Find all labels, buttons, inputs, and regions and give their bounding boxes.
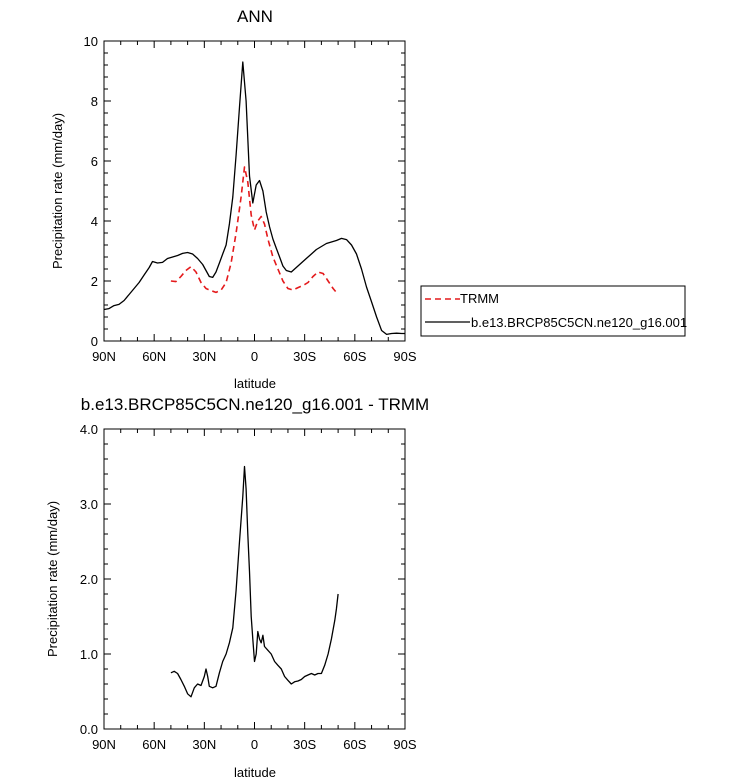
- legend-entry-trmm: TRMM: [460, 291, 499, 306]
- x-tick-label: 60N: [142, 349, 166, 364]
- y-tick-label: 2.0: [80, 572, 98, 587]
- y-tick-label: 6: [91, 154, 98, 169]
- y-tick-label: 0: [91, 334, 98, 349]
- y-tick-label: 1.0: [80, 647, 98, 662]
- y-tick-label: 8: [91, 94, 98, 109]
- x-tick-label: 90N: [92, 349, 116, 364]
- y-tick-label: 3.0: [80, 497, 98, 512]
- x-axis-label: latitude: [234, 376, 276, 391]
- y-tick-label: 2: [91, 274, 98, 289]
- x-tick-label: 60N: [142, 737, 166, 752]
- chart-model-minus-trmm: b.e13.BRCP85C5CN.ne120_g16.001 - TRMM 90…: [45, 395, 429, 780]
- x-tick-label: 60S: [343, 349, 366, 364]
- x-tick-label: 90S: [393, 349, 416, 364]
- x-tick-label: 0: [251, 737, 258, 752]
- y-tick-label: 4.0: [80, 422, 98, 437]
- x-tick-label: 30S: [293, 349, 316, 364]
- x-tick-label: 30S: [293, 737, 316, 752]
- chart-title: ANN: [237, 7, 273, 26]
- y-tick-label: 0.0: [80, 722, 98, 737]
- legend-entry-model: b.e13.BRCP85C5CN.ne120_g16.001: [471, 315, 687, 330]
- x-tick-label: 60S: [343, 737, 366, 752]
- y-tick-label: 4: [91, 214, 98, 229]
- y-axis-label: Precipitation rate (mm/day): [50, 113, 65, 269]
- x-tick-label: 30N: [192, 349, 216, 364]
- x-tick-label: 90N: [92, 737, 116, 752]
- y-tick-label: 10: [84, 34, 98, 49]
- chart-title: b.e13.BRCP85C5CN.ne120_g16.001 - TRMM: [81, 395, 429, 414]
- legend-box: [420, 285, 686, 337]
- legend: TRMM b.e13.BRCP85C5CN.ne120_g16.001: [420, 285, 687, 337]
- series-line-2: [103, 61, 405, 336]
- x-tick-label: 90S: [393, 737, 416, 752]
- x-tick-label: 30N: [192, 737, 216, 752]
- x-axis-label: latitude: [234, 765, 276, 780]
- y-axis-label: Precipitation rate (mm/day): [45, 501, 60, 657]
- x-tick-label: 0: [251, 349, 258, 364]
- plot-frame: [103, 40, 406, 342]
- series-line-1: [170, 465, 339, 698]
- plot-frame: [103, 428, 406, 730]
- series-line-1: [170, 166, 339, 296]
